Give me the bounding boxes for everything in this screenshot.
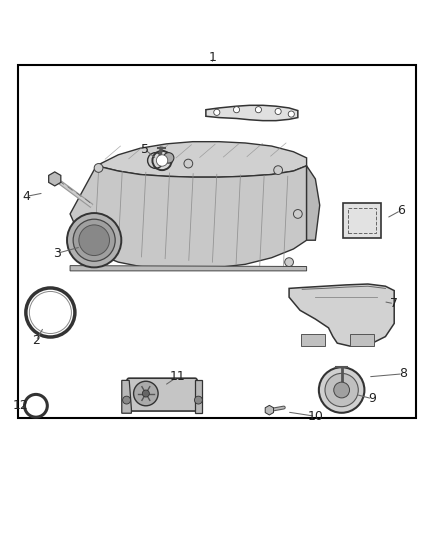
Circle shape <box>163 152 174 163</box>
Circle shape <box>194 396 202 404</box>
Circle shape <box>293 209 302 219</box>
Text: 6: 6 <box>397 204 405 217</box>
Text: 10: 10 <box>307 410 323 423</box>
Circle shape <box>288 111 294 117</box>
Bar <box>18 65 416 418</box>
Circle shape <box>184 159 193 168</box>
Polygon shape <box>96 142 307 177</box>
Circle shape <box>233 107 240 113</box>
Text: 12: 12 <box>13 399 29 413</box>
Polygon shape <box>70 265 307 271</box>
Circle shape <box>67 213 121 268</box>
Circle shape <box>94 164 103 172</box>
Text: 4: 4 <box>22 190 30 203</box>
Text: 1: 1 <box>208 51 216 63</box>
Circle shape <box>255 107 261 113</box>
Circle shape <box>156 155 168 166</box>
Circle shape <box>334 382 350 398</box>
Circle shape <box>325 374 358 407</box>
Text: 7: 7 <box>390 297 398 310</box>
Polygon shape <box>49 172 61 186</box>
Polygon shape <box>265 405 274 415</box>
Circle shape <box>134 381 158 406</box>
Bar <box>343 203 381 238</box>
Text: 5: 5 <box>141 143 148 156</box>
Text: 2: 2 <box>32 335 40 348</box>
Circle shape <box>274 166 283 174</box>
Bar <box>301 334 325 346</box>
Polygon shape <box>307 166 320 240</box>
Circle shape <box>73 219 115 261</box>
FancyBboxPatch shape <box>127 378 197 411</box>
Circle shape <box>319 367 364 413</box>
Polygon shape <box>122 381 131 413</box>
Circle shape <box>152 151 172 170</box>
Polygon shape <box>289 284 394 346</box>
Text: 9: 9 <box>368 392 376 405</box>
Text: 8: 8 <box>399 367 407 381</box>
Polygon shape <box>206 106 298 120</box>
Circle shape <box>285 258 293 266</box>
Circle shape <box>142 390 149 397</box>
Bar <box>348 208 376 233</box>
Circle shape <box>214 109 220 115</box>
Polygon shape <box>195 381 202 413</box>
Text: 3: 3 <box>53 247 61 260</box>
Bar <box>350 334 374 346</box>
Polygon shape <box>70 166 307 269</box>
Text: 11: 11 <box>170 370 185 383</box>
Circle shape <box>79 225 110 255</box>
Circle shape <box>275 108 281 115</box>
Circle shape <box>123 396 131 404</box>
